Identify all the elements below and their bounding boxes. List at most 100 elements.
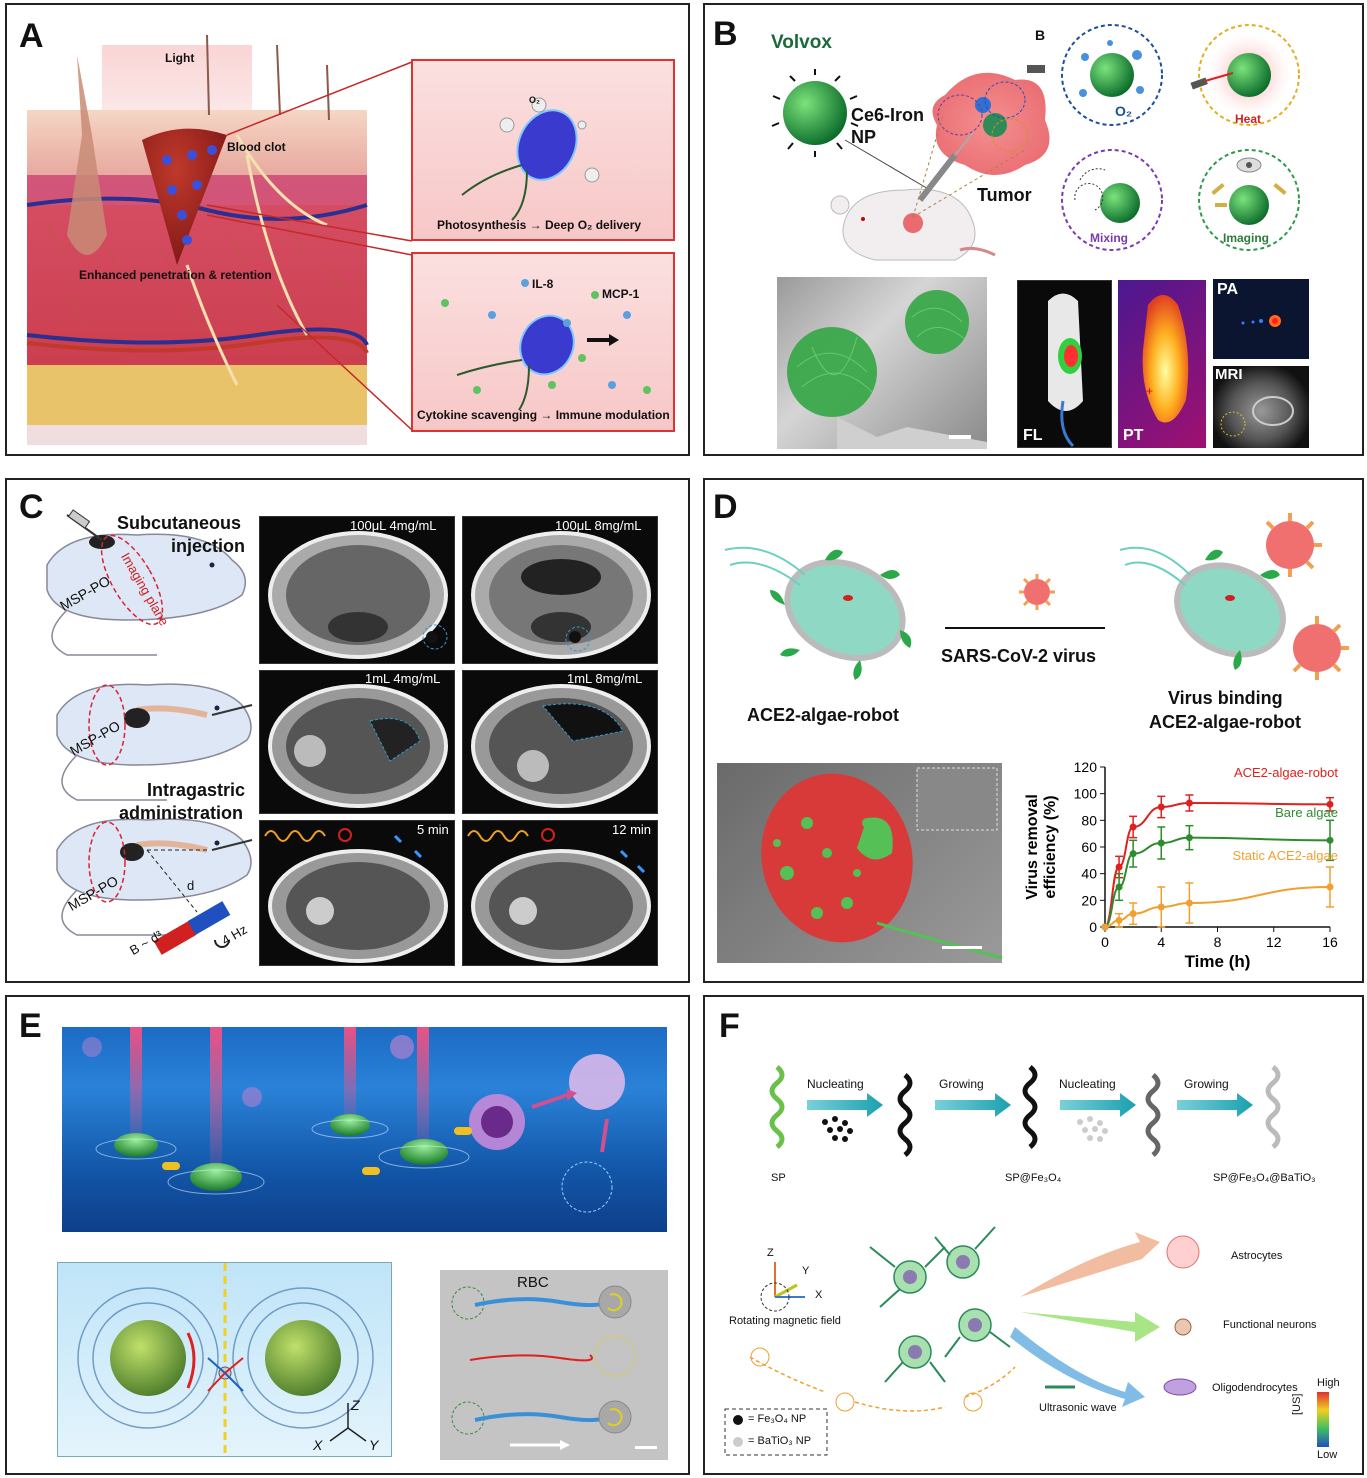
- ce6-label-2: NP: [851, 127, 877, 147]
- series-label: ACE2-algae-robot: [1234, 765, 1338, 780]
- rotating-field-label: Rotating magnetic field: [729, 1315, 841, 1327]
- binding-label-1: Virus binding: [1168, 688, 1283, 708]
- y-tick-label: 100: [1074, 786, 1098, 802]
- tumor-label: Tumor: [977, 185, 1032, 205]
- pa-image: [1213, 279, 1309, 359]
- ce6-label-1: Ce6-Iron: [851, 105, 925, 125]
- cytokine-caption: Cytokine scavenging → Immune modulation: [417, 408, 670, 422]
- axis-z-label-e: Z: [351, 1397, 360, 1413]
- intragastric-label-1: Intragastric: [147, 780, 246, 800]
- astrocytes-label: Astrocytes: [1231, 1250, 1283, 1262]
- growing-label-2: Growing: [1184, 1077, 1229, 1091]
- mixing-mode-label: Mixing: [1090, 231, 1128, 245]
- x-tick-label: 0: [1101, 934, 1109, 950]
- axis-x-label-e: X: [313, 1437, 323, 1453]
- imaging-mode-label: Imaging: [1223, 231, 1270, 245]
- legend-fe-label: = Fe₃O₄ NP: [748, 1413, 807, 1425]
- enhanced-penetration-label: Enhanced penetration & retention: [79, 268, 272, 282]
- data-point: [1185, 834, 1193, 842]
- data-point: [1157, 803, 1165, 811]
- mri-image: [1213, 366, 1309, 448]
- panel-label-c: C: [19, 488, 44, 526]
- data-point: [1115, 916, 1123, 924]
- fl-label: FL: [1023, 427, 1043, 444]
- panel-label-d: D: [713, 488, 738, 526]
- data-point: [1101, 923, 1109, 931]
- photosynthesis-caption: Photosynthesis → Deep O₂ delivery: [437, 218, 642, 232]
- mcp1-label: MCP-1: [602, 287, 640, 301]
- synthesis-scheme: [724, 1065, 1329, 1456]
- data-point: [1129, 850, 1137, 858]
- colorbar-low-label: Low: [1317, 1449, 1338, 1461]
- virus-label: SARS-CoV-2 virus: [941, 646, 1097, 666]
- data-point: [1129, 823, 1137, 831]
- data-point: [1115, 863, 1123, 871]
- data-point: [1115, 883, 1123, 891]
- colorbar-high-label: High: [1317, 1377, 1340, 1389]
- colorbar-us-label: [US]: [1291, 1393, 1303, 1415]
- x-tick-label: 4: [1157, 934, 1165, 950]
- pt-label: PT: [1123, 427, 1144, 444]
- inner-b-label: B: [1035, 27, 1046, 43]
- data-point: [1326, 836, 1334, 844]
- x-tick-label: 8: [1214, 934, 1222, 950]
- pt-image: +: [1118, 280, 1206, 448]
- data-point: [1185, 799, 1193, 807]
- panel-c: C: [5, 478, 690, 983]
- panel-label-b: B: [713, 15, 738, 53]
- svg-text:+: +: [1146, 384, 1153, 398]
- heat-mode-label: Heat: [1235, 112, 1262, 126]
- mri-image-2: [462, 516, 658, 664]
- o2-label-1: O₂: [529, 95, 540, 105]
- panel-f: F: [703, 995, 1364, 1475]
- panel-label-a: A: [19, 17, 44, 55]
- panel-b: B: [703, 3, 1364, 456]
- data-point: [1157, 903, 1165, 911]
- binding-label-2: ACE2-algae-robot: [1149, 712, 1302, 732]
- mri-label: MRI: [1215, 366, 1243, 383]
- vortex-illustration: [57, 1262, 392, 1458]
- y-tick-label: 120: [1074, 759, 1098, 775]
- panel-e: E: [5, 995, 690, 1475]
- y-tick-label: 40: [1081, 866, 1097, 882]
- volvox-label: Volvox: [771, 32, 832, 53]
- mouse-illustrations: [46, 509, 253, 955]
- growing-label-1: Growing: [939, 1077, 984, 1091]
- virus-removal-chart: 0 4 8 12 16 0 20 40 60 80 100 120 Time (h) Virus remo…: [1024, 759, 1338, 971]
- oligodendrocytes-label: Oligodendrocytes: [1212, 1382, 1298, 1394]
- o2-mode-label: O₂: [1115, 103, 1133, 119]
- nucleating-label-1: Nucleating: [807, 1077, 864, 1091]
- mri-image-1: [259, 516, 455, 664]
- y-tick-label: 20: [1081, 892, 1097, 908]
- data-point: [1326, 800, 1334, 808]
- blood-clot-label: Blood clot: [227, 140, 286, 154]
- mri-image-6: [462, 820, 658, 966]
- mri-image-3: [259, 670, 455, 814]
- sp-fe-ba-label: SP@Fe₃O₄@BaTiO₃: [1213, 1172, 1316, 1184]
- mri-label-5: 5 min: [417, 822, 449, 837]
- d-label: d: [187, 878, 195, 893]
- x-axis-title: Time (h): [1185, 952, 1251, 971]
- ultrasonic-label: Ultrasonic wave: [1039, 1402, 1117, 1414]
- series-line: [1104, 886, 1331, 928]
- mri-label-2: 100μL 8mg/mL: [555, 518, 642, 533]
- algae-sem-image: [717, 763, 1003, 963]
- series-label: Static ACE2-algae: [1232, 848, 1338, 863]
- sp-label: SP: [771, 1172, 786, 1184]
- mri-image-5: [259, 820, 455, 966]
- intragastric-label-2: administration: [119, 803, 244, 823]
- axis-z-label-f: Z: [767, 1247, 774, 1259]
- y-tick-label: 80: [1081, 812, 1097, 828]
- nucleating-label-2: Nucleating: [1059, 1077, 1116, 1091]
- series-line: [1104, 801, 1331, 928]
- y-axis-title: efficiency (%): [1042, 795, 1059, 898]
- data-point: [1129, 910, 1137, 918]
- y-tick-label: 60: [1081, 839, 1097, 855]
- panel-d: D ACE2-algae-robot SARS-CoV-2 virus Viru…: [703, 478, 1364, 983]
- mri-image-4: [462, 670, 658, 814]
- sp-fe-label: SP@Fe₃O₄: [1005, 1172, 1062, 1184]
- sem-image: [777, 277, 987, 449]
- neurons-label: Functional neurons: [1223, 1319, 1317, 1331]
- rbc-microscopy: [440, 1270, 668, 1460]
- mri-label-6: 12 min: [612, 822, 652, 837]
